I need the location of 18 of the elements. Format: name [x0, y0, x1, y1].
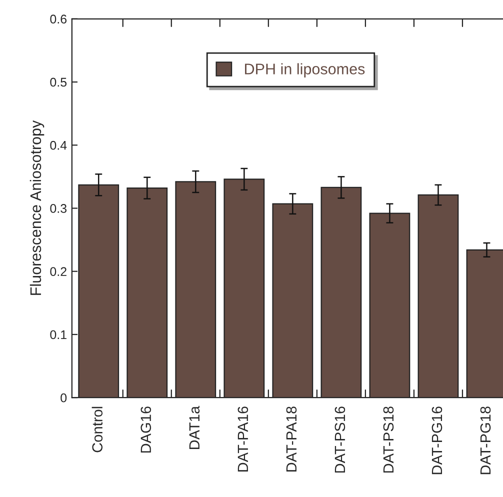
x-tick-label: DAT1a — [189, 406, 200, 450]
x-tick-label: DAT-PA18 — [286, 406, 297, 472]
x-tick-label: DAT-PG16 — [432, 406, 442, 474]
y-tick-label: 0.4 — [50, 140, 67, 150]
y-tick-label: 0.3 — [50, 204, 67, 213]
y-tick-label: 0.6 — [50, 14, 67, 24]
y-tick-label: 0.1 — [50, 330, 66, 340]
x-tick-label: DAG16 — [140, 406, 152, 453]
y-tick-label: 0 — [60, 393, 67, 402]
x-tick-label: DAT-PA16 — [238, 406, 248, 472]
y-axis-title: Fluorescence Aniosotropy — [30, 120, 44, 295]
y-tick-label: 0.2 — [50, 267, 66, 276]
legend-label: DPH in liposomes — [245, 63, 365, 78]
x-tick-label: DAT-PG18 — [480, 406, 491, 474]
y-tick-label: 0.5 — [50, 78, 67, 87]
x-tick-label: DAT-PS18 — [383, 406, 394, 473]
x-tick-label: Control — [92, 406, 103, 452]
x-tick-label: DAT-PS16 — [334, 406, 346, 473]
